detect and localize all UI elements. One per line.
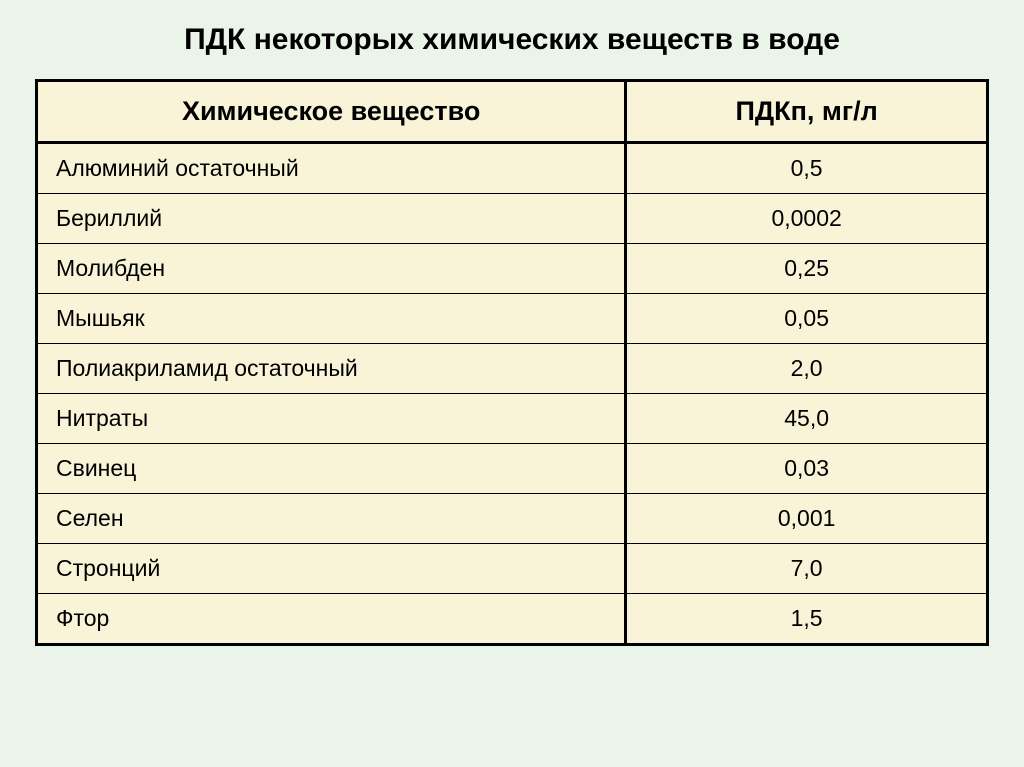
- substance-cell: Свинец: [38, 443, 626, 493]
- pdc-table-container: Химическое вещество ПДКп, мг/л Алюминий …: [35, 79, 989, 646]
- table-row: Свинец 0,03: [38, 443, 986, 493]
- value-cell: 0,001: [626, 493, 986, 543]
- substance-cell: Полиакриламид остаточный: [38, 343, 626, 393]
- value-cell: 2,0: [626, 343, 986, 393]
- value-cell: 7,0: [626, 543, 986, 593]
- table-row: Мышьяк 0,05: [38, 293, 986, 343]
- table-row: Алюминий остаточный 0,5: [38, 142, 986, 193]
- substance-cell: Молибден: [38, 243, 626, 293]
- substance-cell: Фтор: [38, 593, 626, 643]
- value-cell: 1,5: [626, 593, 986, 643]
- table-row: Полиакриламид остаточный 2,0: [38, 343, 986, 393]
- substance-cell: Селен: [38, 493, 626, 543]
- value-cell: 0,0002: [626, 193, 986, 243]
- substance-cell: Алюминий остаточный: [38, 142, 626, 193]
- column-header-value: ПДКп, мг/л: [626, 82, 986, 143]
- table-row: Селен 0,001: [38, 493, 986, 543]
- table-row: Бериллий 0,0002: [38, 193, 986, 243]
- table-header-row: Химическое вещество ПДКп, мг/л: [38, 82, 986, 143]
- table-row: Фтор 1,5: [38, 593, 986, 643]
- substance-cell: Бериллий: [38, 193, 626, 243]
- value-cell: 0,03: [626, 443, 986, 493]
- value-cell: 45,0: [626, 393, 986, 443]
- page-title: ПДК некоторых химических веществ в воде: [35, 20, 989, 61]
- substance-cell: Нитраты: [38, 393, 626, 443]
- substance-cell: Мышьяк: [38, 293, 626, 343]
- pdc-table: Химическое вещество ПДКп, мг/л Алюминий …: [38, 82, 986, 643]
- table-row: Нитраты 45,0: [38, 393, 986, 443]
- substance-cell: Стронций: [38, 543, 626, 593]
- table-row: Молибден 0,25: [38, 243, 986, 293]
- column-header-substance: Химическое вещество: [38, 82, 626, 143]
- value-cell: 0,5: [626, 142, 986, 193]
- value-cell: 0,05: [626, 293, 986, 343]
- table-row: Стронций 7,0: [38, 543, 986, 593]
- value-cell: 0,25: [626, 243, 986, 293]
